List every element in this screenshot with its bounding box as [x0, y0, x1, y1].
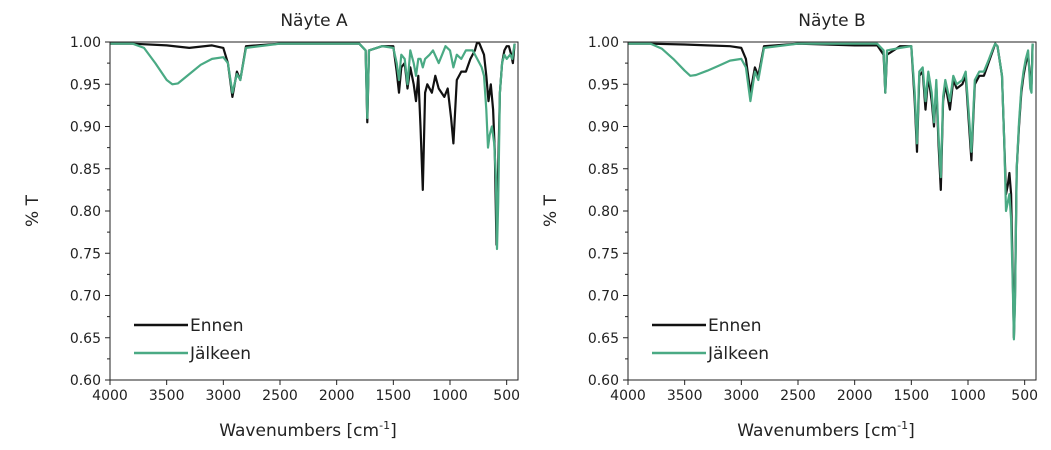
x-tick-label: 1000	[432, 388, 468, 404]
y-tick-label: 0.60	[70, 373, 101, 389]
y-tick-label: 0.95	[70, 77, 101, 93]
y-tick-label: 0.60	[588, 373, 619, 389]
x-tick-label: 3000	[206, 388, 242, 404]
y-tick-label: 0.80	[588, 204, 619, 220]
x-axis-label-end: ]	[390, 421, 397, 441]
x-tick-label: 3500	[149, 388, 185, 404]
chart-title: Näyte A	[280, 11, 348, 31]
y-tick-label: 0.95	[588, 77, 619, 93]
x-tick-label: 4000	[610, 388, 646, 404]
x-tick-label: 500	[493, 388, 520, 404]
x-tick-label: 2500	[780, 388, 816, 404]
legend-label: Jälkeen	[707, 344, 769, 364]
legend: Ennen Jälkeen	[134, 316, 251, 364]
legend-label: Ennen	[708, 316, 762, 336]
x-axis-label-main: Wavenumbers [cm	[737, 421, 897, 441]
chart-panel-b: Näyte B 0.60 0.65 0.70 0.75 0.80 0.85 0.90 0.95 1…	[541, 11, 1038, 441]
series-line-ennen	[110, 42, 516, 246]
x-tick-label: 3000	[724, 388, 760, 404]
chart-panel-a: Näyte A 0.60 0.65 0.70 0.75 0.80 0.85 0.90 0.95 1…	[23, 11, 520, 441]
x-axis-label: Wavenumbers [cm-1]	[737, 419, 914, 441]
y-tick-label: 0.90	[70, 120, 101, 136]
x-tick-label: 3500	[667, 388, 703, 404]
y-axis-label: % T	[23, 194, 43, 227]
legend: Ennen Jälkeen	[652, 316, 769, 364]
x-tick-label: 2500	[262, 388, 298, 404]
y-tick-label: 1.00	[588, 35, 619, 51]
y-tick-label: 0.75	[588, 246, 619, 262]
y-tick-label: 0.80	[70, 204, 101, 220]
x-axis-label-superscript: -1	[897, 419, 908, 432]
x-axis-label-end: ]	[908, 421, 915, 441]
series-line-jlkeen	[110, 42, 516, 251]
x-tick-label: 1500	[894, 388, 930, 404]
legend-label: Jälkeen	[189, 344, 251, 364]
y-tick-label: 0.75	[70, 246, 101, 262]
y-tick-label: 0.70	[70, 289, 101, 305]
y-axis-label: % T	[541, 194, 561, 227]
chart-title: Näyte B	[798, 11, 865, 31]
x-tick-label: 4000	[92, 388, 128, 404]
y-tick-label: 0.85	[70, 162, 101, 178]
x-tick-label: 1000	[950, 388, 986, 404]
x-tick-label: 2000	[837, 388, 873, 404]
x-axis-label-superscript: -1	[379, 419, 390, 432]
y-tick-label: 0.85	[588, 162, 619, 178]
series-line-ennen	[628, 42, 1034, 339]
y-tick-label: 0.70	[588, 289, 619, 305]
legend-label: Ennen	[190, 316, 244, 336]
y-tick-label: 0.65	[588, 331, 619, 347]
x-tick-label: 2000	[319, 388, 355, 404]
x-tick-label: 1500	[376, 388, 412, 404]
y-tick-label: 1.00	[70, 35, 101, 51]
series-line-jlkeen	[628, 42, 1034, 341]
y-tick-label: 0.65	[70, 331, 101, 347]
x-axis-label-main: Wavenumbers [cm	[219, 421, 379, 441]
x-axis-label: Wavenumbers [cm-1]	[219, 419, 396, 441]
x-tick-label: 500	[1011, 388, 1038, 404]
y-tick-label: 0.90	[588, 120, 619, 136]
